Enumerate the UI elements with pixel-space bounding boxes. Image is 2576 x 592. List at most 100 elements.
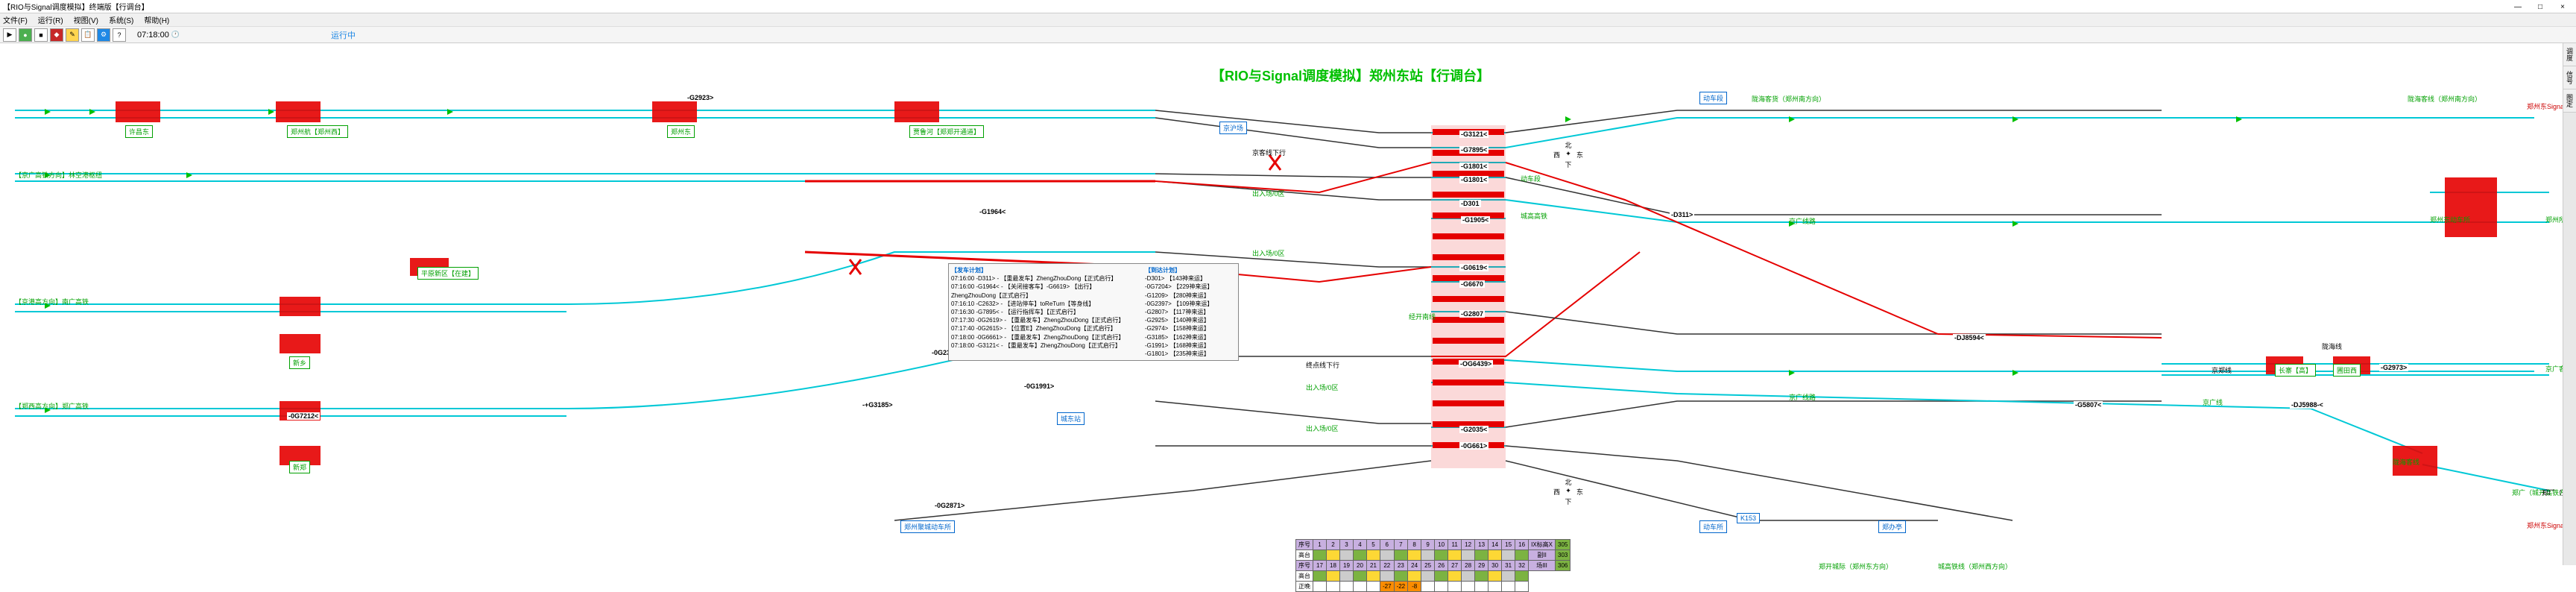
train-id[interactable]: -G2923>: [686, 94, 715, 101]
track-canvas[interactable]: 【RIO与Signal调度模拟】郑州东站【行调台】: [0, 43, 2576, 565]
train-id[interactable]: -G1905<: [1461, 216, 1490, 224]
train-id[interactable]: -G1801<: [1459, 163, 1489, 170]
toolbar-btn-4[interactable]: ◆: [50, 28, 63, 42]
sidebar-tab-3[interactable]: 图定: [2563, 89, 2576, 113]
connector-label: 陇海客线: [2393, 457, 2419, 467]
station-label-blue[interactable]: 郑州聚城动车所: [900, 520, 955, 533]
menu-view[interactable]: 视图(V): [74, 14, 98, 25]
title-bar: 【RIO与Signal调度模拟】终端版【行调台】 — □ ×: [0, 0, 2576, 13]
station-label[interactable]: 贾鲁河【郑郑开通道】: [909, 125, 984, 138]
platform-track[interactable]: [1433, 254, 1504, 260]
train-id[interactable]: -+G3185>: [861, 401, 894, 409]
platform-track[interactable]: [1433, 400, 1504, 406]
connector-label: 【京港高方向】南广高铁: [15, 297, 89, 306]
train-id[interactable]: -0G7212<: [287, 412, 320, 420]
clock-icon: 🕐: [171, 31, 180, 39]
station-label-blue[interactable]: 动车所: [1699, 520, 1727, 533]
station-label[interactable]: 新乡: [289, 356, 310, 369]
train-id[interactable]: -G7895<: [1459, 146, 1489, 154]
track-label: 终点线下行: [1306, 360, 1339, 370]
platform-track[interactable]: [1433, 317, 1504, 323]
platform-track[interactable]: [1433, 192, 1504, 198]
train-id[interactable]: -DJ5988-<: [2290, 401, 2325, 409]
toolbar-btn-8[interactable]: ?: [113, 28, 126, 42]
connector-label: 【京广高铁方向】林空港枢纽: [15, 170, 102, 180]
station-label-blue[interactable]: 京沪场: [1219, 122, 1247, 134]
connector-label: 陇海客货（郑州南方向）: [1752, 94, 1825, 104]
junction-block[interactable]: [894, 101, 939, 122]
station-label[interactable]: 郑州航【郑州西】: [287, 125, 348, 138]
connector-label: 京郑线: [2212, 365, 2232, 375]
station-label[interactable]: 郑州东: [667, 125, 695, 138]
right-sidebar: 调度 信号 图定: [2563, 43, 2576, 565]
train-id[interactable]: -0G661>: [1459, 442, 1489, 450]
train-id[interactable]: -G5807<: [2074, 401, 2103, 409]
connector-label: 京客线下行: [1252, 148, 1286, 157]
toolbar-btn-5[interactable]: ✎: [66, 28, 79, 42]
toolbar: ▶ ● ■ ◆ ✎ 📋 ⚙ ? 07:18:00 🕐 运行中: [0, 27, 2576, 43]
menu-run[interactable]: 运行(R): [38, 14, 63, 25]
junction-block[interactable]: [280, 334, 321, 353]
train-id[interactable]: -G2973>: [2379, 364, 2408, 371]
close-button[interactable]: ×: [2552, 1, 2573, 12]
station-label[interactable]: 圃田西: [2333, 364, 2361, 377]
station-label[interactable]: 新郑: [289, 461, 310, 473]
platform-track[interactable]: [1433, 296, 1504, 302]
connector-label: 出入场/0区: [1252, 189, 1285, 198]
train-id[interactable]: -D311>: [1670, 211, 1694, 218]
track-label: 京广线路: [1789, 392, 1816, 402]
connector-label: 陇海线: [2322, 341, 2342, 351]
sidebar-tab-1[interactable]: 调度: [2563, 43, 2576, 66]
track-label: 出入场/0区: [1306, 382, 1339, 392]
junction-block[interactable]: [280, 297, 321, 316]
station-label[interactable]: 长寨【高】: [2275, 364, 2316, 377]
minimize-button[interactable]: —: [2507, 1, 2528, 12]
train-id[interactable]: -D301: [1459, 200, 1481, 207]
maximize-button[interactable]: □: [2530, 1, 2551, 12]
station-label-blue[interactable]: 郑办亭: [1878, 520, 1906, 533]
connector-label: 郑开城际（郑州东方向）: [1819, 561, 1892, 571]
window-controls: — □ ×: [2507, 1, 2573, 12]
track-label: 出入场/0区: [1306, 423, 1339, 433]
sidebar-tab-2[interactable]: 信号: [2563, 66, 2576, 89]
train-id[interactable]: -G6670: [1459, 280, 1485, 288]
train-id[interactable]: -G1801<: [1459, 176, 1489, 183]
dispatch-info-panel: 【发车计划】07:16:00 -D311> - 【重最发车】ZhengZhouD…: [948, 263, 1239, 361]
station-label[interactable]: 许昌东: [125, 125, 153, 138]
train-id[interactable]: -G1964<: [978, 208, 1007, 215]
track-label: 京广线路: [1789, 216, 1816, 226]
train-id[interactable]: -G2035<: [1459, 426, 1489, 433]
toolbar-btn-2[interactable]: ●: [19, 28, 32, 42]
connector-label: 【郑西高方向】郑广高铁: [15, 401, 89, 411]
junction-block[interactable]: [276, 101, 321, 122]
train-id[interactable]: -OG6439>: [1459, 360, 1493, 368]
menu-system[interactable]: 系统(S): [109, 14, 133, 25]
toolbar-btn-1[interactable]: ▶: [3, 28, 16, 42]
track-svg: [0, 43, 2576, 565]
platform-track[interactable]: [1433, 233, 1504, 239]
menu-help[interactable]: 帮助(H): [144, 14, 169, 25]
toolbar-btn-6[interactable]: 📋: [81, 28, 95, 42]
station-label-blue[interactable]: 城东站: [1057, 412, 1085, 425]
train-id[interactable]: -G2807: [1459, 310, 1485, 318]
junction-block[interactable]: [2445, 177, 2497, 237]
connector-label: 动车段: [1521, 174, 1541, 183]
menu-file[interactable]: 文件(F): [3, 14, 28, 25]
train-id[interactable]: -G0619<: [1459, 264, 1489, 271]
connector-label: 郑州东动车所: [2430, 215, 2470, 224]
station-label[interactable]: 平原新区【在建】: [417, 267, 479, 280]
platform-track[interactable]: [1433, 380, 1504, 385]
compass-indicator: 北西✦东下: [1553, 140, 1583, 170]
train-id[interactable]: -DJ8594<: [1953, 334, 1986, 341]
junction-block[interactable]: [652, 101, 697, 122]
train-id[interactable]: -G3121<: [1459, 130, 1489, 138]
platform-track[interactable]: [1433, 338, 1504, 344]
toolbar-btn-7[interactable]: ⚙: [97, 28, 110, 42]
menu-bar: 文件(F) 运行(R) 视图(V) 系统(S) 帮助(H): [0, 13, 2576, 27]
junction-block[interactable]: [116, 101, 160, 122]
train-id[interactable]: -0G1991>: [1023, 382, 1055, 390]
station-label-blue[interactable]: 动车段: [1699, 92, 1727, 104]
station-label-blue[interactable]: K153: [1737, 513, 1760, 523]
toolbar-btn-3[interactable]: ■: [34, 28, 48, 42]
train-id[interactable]: -0G2871>: [933, 502, 966, 509]
